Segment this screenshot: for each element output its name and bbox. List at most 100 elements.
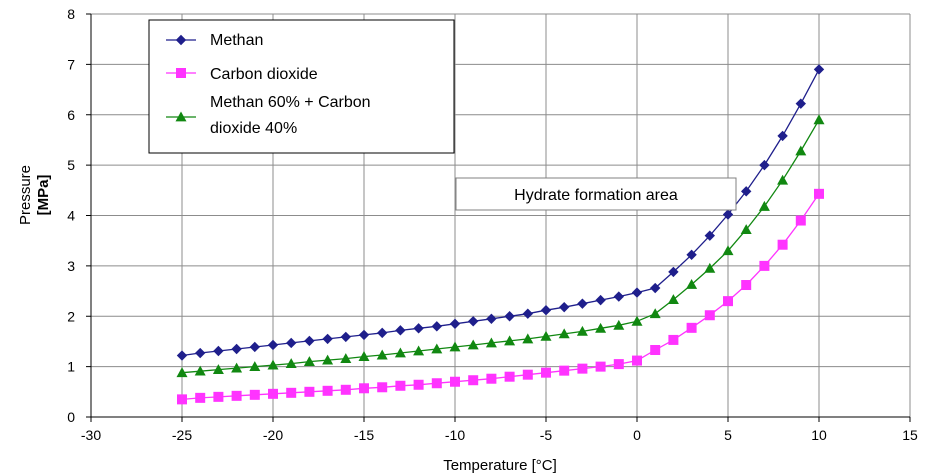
data-point-methan	[631, 287, 643, 298]
data-point-methan	[395, 325, 406, 336]
data-point-carbon-dioxide	[814, 188, 824, 199]
data-point-carbon-dioxide	[704, 310, 715, 321]
data-point-methan	[468, 316, 479, 327]
data-point-methan	[322, 333, 333, 345]
data-point-methan	[176, 350, 188, 361]
legend-marker-carbon-dioxide	[176, 68, 186, 78]
data-point-carbon-dioxide	[286, 387, 297, 398]
data-point-methan-co2-mix	[485, 337, 497, 348]
data-point-methan-co2-mix	[249, 361, 261, 372]
data-point-methan-co2-mix	[667, 294, 679, 305]
data-point-methan-co2-mix	[576, 325, 588, 336]
data-point-methan	[813, 64, 825, 75]
legend-label-mix-line1: Methan 60% + Carbon	[210, 94, 371, 111]
data-point-methan	[577, 298, 588, 309]
y-tick-labels: 0 1 2 3 4 5 6 7 8	[67, 6, 91, 425]
series-group	[176, 64, 825, 405]
data-point-carbon-dioxide	[613, 359, 624, 370]
y-tick-label: 0	[67, 409, 75, 425]
data-point-methan-co2-mix	[795, 145, 807, 156]
data-point-methan	[668, 266, 679, 278]
data-point-methan	[540, 305, 552, 316]
y-axis-title-line2: [MPa]	[35, 175, 52, 216]
y-tick-label: 7	[67, 56, 75, 72]
data-point-carbon-dioxide	[686, 322, 697, 333]
x-tick-label: 10	[811, 427, 827, 443]
x-tick-label: -15	[354, 427, 374, 443]
data-point-carbon-dioxide	[450, 376, 460, 387]
data-point-carbon-dioxide	[413, 379, 424, 390]
data-point-methan-co2-mix	[267, 359, 279, 370]
legend-box	[148, 19, 455, 154]
data-point-methan-co2-mix	[522, 333, 534, 344]
data-point-methan-co2-mix	[394, 347, 406, 358]
series-carbon-dioxide	[177, 188, 824, 405]
data-point-methan-co2-mix	[212, 364, 224, 375]
data-point-carbon-dioxide	[304, 386, 315, 397]
data-point-methan-co2-mix	[813, 114, 825, 125]
data-point-methan-co2-mix	[285, 358, 297, 369]
data-point-methan	[741, 186, 752, 197]
legend-label-mix-line2: dioxide 40%	[210, 120, 297, 137]
data-point-methan-co2-mix	[176, 367, 188, 378]
data-point-methan-co2-mix	[322, 354, 334, 365]
y-tick-label: 4	[67, 208, 75, 224]
data-point-methan-co2-mix	[649, 308, 661, 319]
data-point-methan-co2-mix	[431, 343, 443, 354]
data-point-methan-co2-mix	[558, 328, 570, 339]
data-point-methan-co2-mix	[613, 319, 625, 330]
data-point-carbon-dioxide	[577, 363, 588, 374]
data-point-methan	[249, 341, 260, 353]
data-point-methan	[413, 323, 424, 334]
data-point-carbon-dioxide	[741, 280, 752, 291]
data-point-methan	[231, 343, 242, 355]
y-tick-label: 2	[67, 308, 75, 324]
data-point-methan-co2-mix	[376, 349, 388, 360]
data-point-methan	[195, 347, 206, 359]
data-point-methan	[340, 331, 351, 343]
data-point-methan-co2-mix	[540, 330, 552, 341]
legend: Methan Carbon dioxide Methan 60% + Carbo…	[148, 19, 455, 154]
data-point-methan-co2-mix	[704, 262, 716, 273]
series-methan	[176, 64, 825, 361]
y-axis-title-line1: Pressure	[17, 165, 34, 225]
data-point-carbon-dioxide	[595, 361, 606, 372]
x-tick-label: 15	[902, 427, 918, 443]
data-point-methan-co2-mix	[595, 322, 607, 333]
data-point-carbon-dioxide	[468, 375, 479, 386]
x-tick-label: -25	[172, 427, 192, 443]
data-point-methan	[213, 345, 224, 357]
data-point-methan	[777, 130, 788, 142]
y-tick-label: 1	[67, 359, 75, 375]
data-point-methan	[304, 335, 315, 347]
data-point-methan	[504, 311, 515, 322]
data-point-carbon-dioxide	[650, 345, 661, 356]
data-point-methan-co2-mix	[231, 362, 243, 373]
data-point-methan	[722, 209, 734, 220]
data-point-carbon-dioxide	[795, 215, 806, 226]
data-point-carbon-dioxide	[632, 355, 642, 366]
annotation-text: Hydrate formation area	[514, 187, 678, 204]
data-point-carbon-dioxide	[668, 334, 679, 345]
data-point-carbon-dioxide	[431, 378, 442, 389]
data-point-carbon-dioxide	[249, 389, 260, 400]
data-point-carbon-dioxide	[177, 394, 187, 405]
legend-items	[166, 34, 196, 122]
data-point-methan-co2-mix	[340, 353, 352, 363]
data-point-methan-co2-mix	[631, 315, 643, 326]
data-point-carbon-dioxide	[395, 380, 406, 391]
data-point-methan	[613, 291, 624, 302]
data-point-carbon-dioxide	[231, 390, 242, 401]
data-point-carbon-dioxide	[268, 388, 278, 399]
data-point-methan	[358, 329, 370, 341]
data-point-methan	[486, 313, 497, 324]
data-point-methan-co2-mix	[194, 365, 206, 376]
y-tick-label: 6	[67, 107, 75, 123]
data-point-carbon-dioxide	[359, 383, 369, 394]
legend-marker-methan	[175, 34, 187, 46]
data-point-methan	[650, 282, 661, 294]
data-point-carbon-dioxide	[723, 296, 733, 307]
data-point-carbon-dioxide	[195, 392, 206, 403]
data-point-carbon-dioxide	[759, 260, 770, 271]
